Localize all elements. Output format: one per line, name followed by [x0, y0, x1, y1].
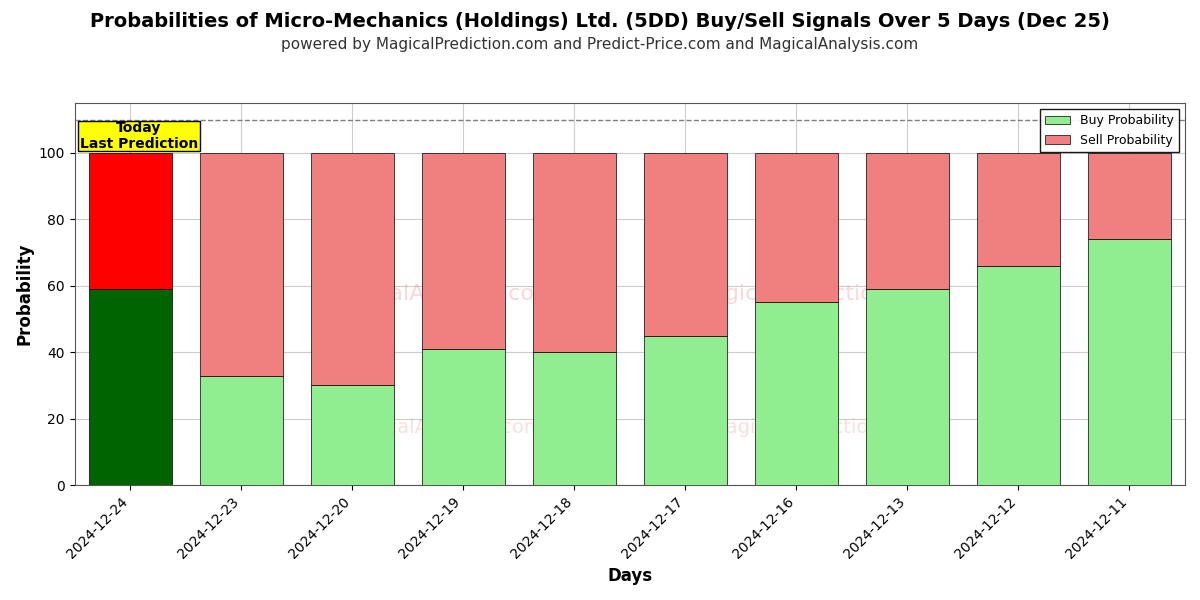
Bar [1088, 239, 1171, 485]
Bar [89, 289, 172, 485]
Bar [311, 153, 394, 385]
FancyBboxPatch shape [78, 121, 200, 151]
X-axis label: Days: Days [607, 567, 653, 585]
Text: MagicalPrediction.com: MagicalPrediction.com [694, 284, 944, 304]
Y-axis label: Probability: Probability [16, 243, 34, 346]
Bar [533, 153, 616, 352]
Text: Probabilities of Micro-Mechanics (Holdings) Ltd. (5DD) Buy/Sell Signals Over 5 D: Probabilities of Micro-Mechanics (Holdin… [90, 12, 1110, 31]
Legend: Buy Probability, Sell Probability: Buy Probability, Sell Probability [1040, 109, 1178, 152]
Bar [421, 349, 505, 485]
Bar [977, 266, 1060, 485]
Bar [199, 153, 283, 376]
Bar [755, 153, 838, 302]
Bar [89, 153, 172, 289]
Bar [311, 385, 394, 485]
Bar [1088, 153, 1171, 239]
Bar [533, 352, 616, 485]
Text: MagicalPrediction.com: MagicalPrediction.com [709, 418, 929, 437]
Bar [199, 376, 283, 485]
Bar [421, 153, 505, 349]
Bar [643, 335, 727, 485]
Text: MagicalAnalysis.com: MagicalAnalysis.com [325, 284, 557, 304]
Bar [865, 153, 949, 289]
Text: powered by MagicalPrediction.com and Predict-Price.com and MagicalAnalysis.com: powered by MagicalPrediction.com and Pre… [281, 37, 919, 52]
Bar [643, 153, 727, 335]
Text: Today
Last Prediction: Today Last Prediction [80, 121, 198, 151]
Bar [977, 153, 1060, 266]
Bar [755, 302, 838, 485]
Bar [865, 289, 949, 485]
Text: MagicalAnalysis.com: MagicalAnalysis.com [340, 418, 542, 437]
